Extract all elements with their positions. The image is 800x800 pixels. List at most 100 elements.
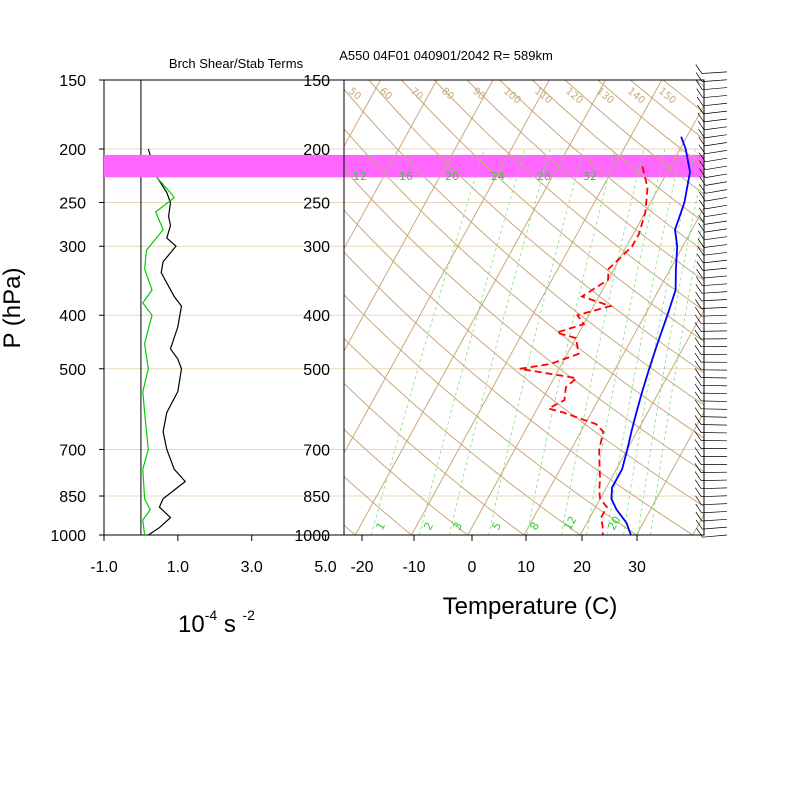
wind-barb-flag [694,322,702,332]
skewt-ytick-label: 400 [303,308,330,325]
wind-barb-staff [703,244,728,248]
wind-barb-flag [695,64,703,74]
left-x-axis-label: 10-4 s -2 [178,607,255,638]
wind-barb-flag [695,307,702,317]
wind-barb-flag [694,337,702,347]
wind-barb-flag [694,376,702,386]
wind-barb-flag [694,345,702,355]
mixing-ratio-line [650,213,704,535]
mixing-ratio-line [606,148,682,535]
wind-barb-flag [698,222,705,233]
wind-barb-staff [701,503,728,506]
skewt-x-ticks: -20 -10 0 10 20 30 [350,535,646,576]
wind-barb-flag [696,253,704,264]
wind-barb-flag [697,120,705,131]
wind-barb-staff [701,495,728,498]
wind-barb-staff [704,134,728,139]
left-xtick-label: 3.0 [241,559,263,576]
left-panel-title: Brch Shear/Stab Terms [169,56,304,71]
wind-barb-flag [696,528,703,538]
wind-barb-staff [701,518,728,522]
mixing-ratio-line [448,148,551,535]
wind-barb-flag [695,487,702,497]
wind-barb-staff [702,283,728,287]
wind-barb-staff [701,307,728,309]
wind-barb-flag [699,191,706,202]
left-ytick-label: 500 [59,362,86,379]
wind-barb-flag [694,407,702,417]
wind-barb-staff [705,204,728,210]
x-label-exp1: -4 [205,607,218,623]
wind-barb-flag [694,368,702,378]
dry-adiabats [344,80,704,535]
wind-barb-staff [702,79,728,82]
wind-barb-flag [694,415,702,425]
highlight-band [104,154,704,178]
dry-adiabat [344,337,582,535]
wind-barb-flag [698,128,705,139]
isotherm [344,80,382,148]
dry-adiabat [344,168,704,473]
wind-barb-staff [701,299,728,302]
wind-barb-staff [701,314,728,317]
wind-barb-staff [704,142,728,147]
wind-barb-staff [704,220,728,225]
mixing-ratio-bottom-label: 1 [373,520,388,533]
wind-barb-staff [703,102,728,107]
mixing-ratio-line [586,148,666,535]
wind-barb-flag [695,511,703,522]
wind-barb-staff [702,275,728,279]
wind-barb-flag [694,455,702,465]
wind-barb-flag [697,238,705,248]
skewt-series-dewpoint [519,166,649,535]
wind-barb-flag [694,471,702,481]
mixing-ratio-lines [370,148,704,535]
wind-barb-staff [702,95,728,99]
mixing-ratio-top-label: 20 [445,170,459,183]
wind-barb-staff [705,212,728,218]
wind-barb-staff [701,511,728,514]
dry-adiabat [344,128,704,439]
left-y-ticks: 150 200 250 300 400 500 700 850 1000 [50,73,104,545]
wind-barb-flag [694,479,702,489]
left-ytick-label: 400 [59,308,86,325]
wind-barb-flag [694,431,702,441]
dry-adiabat [344,428,469,535]
isotherm [467,104,704,535]
left-ytick-label: 150 [59,73,86,90]
mixing-ratio-bottom-label: 20 [605,514,623,533]
isotherm [0,63,221,546]
wind-barb-staff [705,157,728,163]
wind-barb-staff [705,181,728,186]
dry-adiabat-label: 120 [563,86,585,107]
skewt-xtick-label: 0 [468,559,477,576]
dry-adiabat [344,475,413,535]
isotherm [68,63,334,546]
wind-barb-flag [694,314,702,324]
left-xtick-label: 1.0 [167,559,189,576]
skewt-isobars [344,79,704,536]
dry-adiabat-label: 90 [470,86,487,103]
left-ytick-label: 250 [59,196,86,213]
skewt-ytick-label: 200 [303,142,330,159]
skewt-title: A550 04F01 040901/2042 R= 589km [339,48,553,63]
mixing-ratio-bottom-label: 8 [527,520,542,533]
mixing-ratio-top-label: 24 [491,170,505,183]
dry-adiabat [344,382,525,535]
wind-barb-staff [704,150,728,155]
wind-barb-flag [699,184,706,194]
dry-adiabat [630,80,704,140]
left-series-1 [142,162,176,535]
left-series-0 [147,148,187,535]
left-ytick-label: 200 [59,142,86,159]
wind-barb-staff [703,110,728,115]
wind-barb-staff [701,487,728,490]
dry-adiabat [662,80,704,114]
wind-barb-flag [697,112,705,123]
wind-barb-staff [704,126,728,131]
wind-barb-flag [695,284,703,294]
wind-barb-staff [701,416,728,418]
wind-barb-flag [696,88,703,98]
